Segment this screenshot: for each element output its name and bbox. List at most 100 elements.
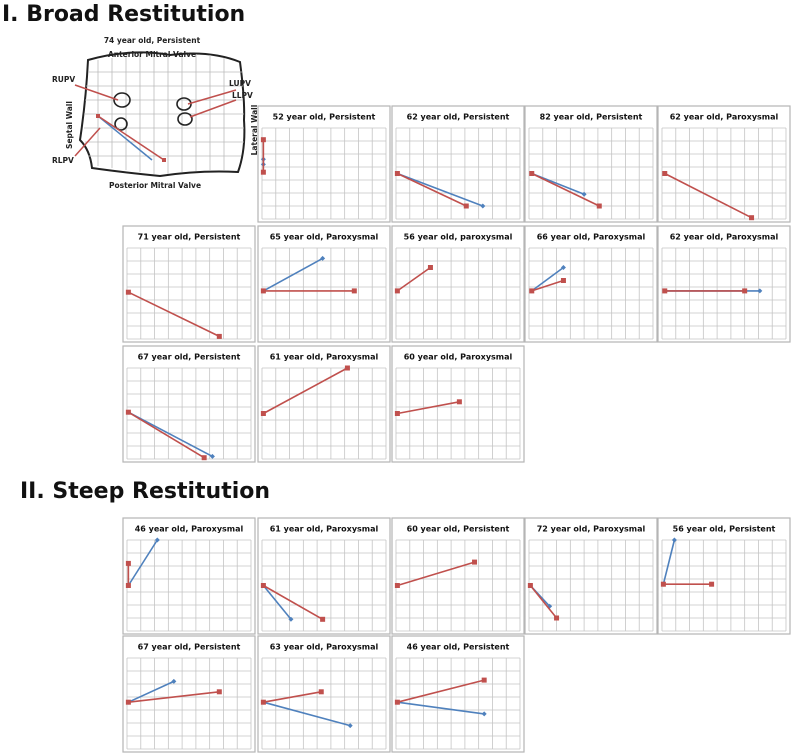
panel-frame <box>122 517 256 635</box>
panel: 62 year old, Paroxysmal <box>657 105 791 223</box>
panel-frame <box>257 105 391 223</box>
panel-title: 71 year old, Persistent <box>138 233 241 242</box>
vein-ostia <box>113 92 193 131</box>
point-marker <box>757 288 763 294</box>
panel-frame <box>122 225 256 343</box>
point-marker <box>260 169 266 175</box>
point-marker <box>260 288 266 294</box>
panel-frame <box>257 517 391 635</box>
panel-title: 62 year old, Paroxysmal <box>670 233 779 242</box>
series-line <box>662 539 676 585</box>
point-marker <box>347 723 353 729</box>
series-line <box>397 561 475 587</box>
diagram-marker <box>96 114 100 118</box>
series-line <box>529 584 558 619</box>
series-line <box>262 257 324 292</box>
series-line <box>397 701 485 715</box>
point-marker <box>351 288 357 294</box>
series-line <box>263 691 322 703</box>
panel-frame <box>391 517 525 635</box>
panel-frame <box>524 517 658 635</box>
panel-frame <box>657 105 791 223</box>
panel: 46 year old, Paroxysmal <box>122 517 256 635</box>
point-marker <box>529 288 535 294</box>
series-line <box>531 172 600 207</box>
panel-frame <box>122 345 256 463</box>
point-marker <box>527 583 533 588</box>
panel-title: 56 year old, paroxysmal <box>404 233 513 242</box>
panel: 61 year old, Paroxysmal <box>257 345 391 463</box>
panel-title: 46 year old, Persistent <box>407 643 510 652</box>
panel-title: 62 year old, Paroxysmal <box>670 113 779 122</box>
point-marker <box>662 288 668 294</box>
panel: 66 year old, Paroxysmal <box>524 225 658 343</box>
panel: 46 year old, Persistent <box>391 635 525 753</box>
panel-frame <box>122 635 256 753</box>
point-marker <box>742 288 748 294</box>
point-marker <box>125 699 131 705</box>
panel-frame <box>391 105 525 223</box>
panel: 67 year old, Persistent <box>122 345 256 463</box>
point-marker <box>529 171 535 176</box>
point-marker <box>320 616 326 622</box>
panel: 72 year old, Paroxysmal <box>524 517 658 635</box>
point-marker <box>560 265 566 270</box>
panel-frame <box>391 635 525 753</box>
diagram-label: Lateral Wall <box>250 105 259 156</box>
point-marker <box>394 411 400 416</box>
section-title: I. Broad Restitution <box>2 2 245 27</box>
series-line <box>531 279 564 292</box>
panel-title: 60 year old, Paroxysmal <box>404 353 513 362</box>
panel-title: 61 year old, Paroxysmal <box>270 525 379 534</box>
heart-outline <box>78 51 246 178</box>
point-marker <box>260 411 266 416</box>
series-line <box>397 172 484 207</box>
point-marker <box>581 191 587 197</box>
point-marker <box>125 409 131 415</box>
diagram-label: LUPV <box>229 79 251 88</box>
panel-frame <box>257 635 391 753</box>
panel: 67 year old, Persistent <box>122 635 256 753</box>
point-marker <box>201 455 207 461</box>
series-line <box>262 584 292 620</box>
point-marker <box>125 583 131 588</box>
panel-frame <box>257 345 391 463</box>
series-line <box>128 691 220 703</box>
point-marker <box>481 677 487 683</box>
diagram-label: Anterior Mitral Valve <box>108 50 196 59</box>
series-line <box>262 584 324 620</box>
series-line <box>396 266 431 292</box>
panel-title: 52 year old, Persistent <box>273 113 376 122</box>
panel: 65 year old, Paroxysmal <box>257 225 391 343</box>
panel-title: 66 year old, Paroxysmal <box>537 233 646 242</box>
point-marker <box>260 583 266 588</box>
panel-title: 67 year old, Persistent <box>138 643 241 652</box>
panel-title: 63 year old, Paroxysmal <box>270 643 379 652</box>
point-marker <box>463 203 469 209</box>
diagram-label: RUPV <box>52 75 75 84</box>
panel-frame <box>257 225 391 343</box>
panel-title: 65 year old, Paroxysmal <box>270 233 379 242</box>
series-line <box>263 701 351 727</box>
point-marker <box>171 678 177 684</box>
panel: 61 year old, Paroxysmal <box>257 517 391 635</box>
point-marker <box>394 171 400 176</box>
point-marker <box>318 689 324 695</box>
point-marker <box>125 289 131 295</box>
section-title: II. Steep Restitution <box>20 479 270 504</box>
panel-frame <box>391 225 525 343</box>
point-marker <box>472 559 478 565</box>
series-line <box>128 680 175 703</box>
point-marker <box>749 215 755 221</box>
panel-frame <box>524 225 658 343</box>
point-marker <box>660 581 666 587</box>
panel: 52 year old, Persistent <box>257 105 391 223</box>
diagram-label: Posterior Mitral Valve <box>109 181 201 190</box>
series-line <box>127 539 158 586</box>
diagram-grid <box>84 54 244 174</box>
panel: 60 year old, Persistent <box>391 517 525 635</box>
panel-title: 62 year old, Persistent <box>407 113 510 122</box>
panel-title: 72 year old, Paroxysmal <box>537 525 646 534</box>
panel: 56 year old, Persistent <box>657 517 791 635</box>
point-marker <box>709 581 715 587</box>
